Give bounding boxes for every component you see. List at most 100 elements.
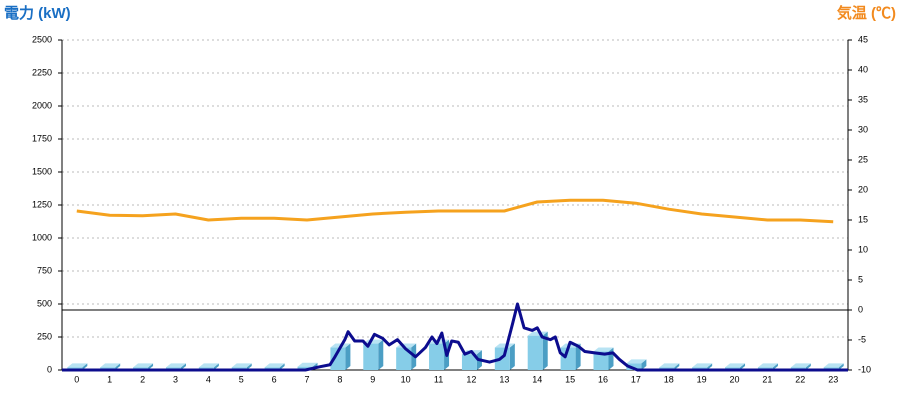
bar-side xyxy=(575,343,581,370)
y-tick-label: 1750 xyxy=(32,133,52,143)
x-tick-label: 10 xyxy=(401,374,411,384)
y2-tick-label: 5 xyxy=(858,274,863,284)
bar-top xyxy=(692,363,713,368)
x-tick-label: 3 xyxy=(173,374,178,384)
y-tick-label: 2250 xyxy=(32,67,52,77)
bar-side xyxy=(740,363,746,370)
bar-side xyxy=(82,363,88,370)
x-tick-label: 7 xyxy=(305,374,310,384)
bar xyxy=(461,354,477,370)
y-tick-label: 0 xyxy=(47,364,52,374)
x-tick-label: 1 xyxy=(107,374,112,384)
y2-tick-label: 30 xyxy=(858,124,868,134)
y2-tick-label: 0 xyxy=(858,304,863,314)
bar-top xyxy=(659,363,680,368)
y2-tick-label: -5 xyxy=(858,334,866,344)
y-tick-label: 1000 xyxy=(32,232,52,242)
bar-side xyxy=(772,363,778,370)
x-tick-label: 20 xyxy=(730,374,740,384)
y-tick-label: 500 xyxy=(37,298,52,308)
bar-top xyxy=(757,363,778,368)
bar xyxy=(560,347,576,370)
y2-tick-label: 35 xyxy=(858,94,868,104)
x-tick-label: 19 xyxy=(697,374,707,384)
y-tick-label: 1250 xyxy=(32,199,52,209)
y2-tick-label: 25 xyxy=(858,154,868,164)
bar xyxy=(429,343,445,370)
x-tick-label: 6 xyxy=(272,374,277,384)
y2-tick-label: -10 xyxy=(858,364,871,374)
bar-side xyxy=(148,363,154,370)
x-tick-label: 9 xyxy=(370,374,375,384)
bar-top xyxy=(165,363,186,368)
x-tick-label: 8 xyxy=(337,374,342,384)
bar-side xyxy=(641,359,647,370)
y-tick-label: 1500 xyxy=(32,166,52,176)
y2-tick-label: 10 xyxy=(858,244,868,254)
bar-top xyxy=(264,363,285,368)
x-tick-label: 4 xyxy=(206,374,211,384)
bar-top xyxy=(823,363,844,368)
y-tick-label: 750 xyxy=(37,265,52,275)
bar-top xyxy=(790,363,811,368)
y2-tick-label: 45 xyxy=(858,34,868,44)
x-tick-label: 22 xyxy=(795,374,805,384)
bar-top xyxy=(494,343,515,348)
bar-top xyxy=(67,363,88,368)
bar-side xyxy=(180,363,186,370)
bar-side xyxy=(345,343,351,370)
bar xyxy=(527,335,543,370)
x-tick-label: 12 xyxy=(466,374,476,384)
line xyxy=(62,302,848,372)
bar-side xyxy=(246,363,252,370)
y2-tick-label: 40 xyxy=(858,64,868,74)
bar-top xyxy=(297,362,318,367)
x-tick-label: 14 xyxy=(532,374,542,384)
bar-side xyxy=(838,363,844,370)
bar-side xyxy=(213,363,219,370)
x-tick-label: 23 xyxy=(828,374,838,384)
bar-top xyxy=(133,363,154,368)
y-tick-label: 2000 xyxy=(32,100,52,110)
bar xyxy=(330,347,346,370)
bar-side xyxy=(279,363,285,370)
x-tick-label: 21 xyxy=(762,374,772,384)
y-tick-label: 2500 xyxy=(32,34,52,44)
bar xyxy=(297,366,313,370)
x-tick-label: 0 xyxy=(74,374,79,384)
y-tick-label: 250 xyxy=(37,331,52,341)
bar-top xyxy=(725,363,746,368)
y2-tick-label: 20 xyxy=(858,184,868,194)
bar-top xyxy=(231,363,252,368)
bar xyxy=(396,347,412,370)
y2-axis-title: 気温 (℃) xyxy=(837,4,896,22)
x-tick-label: 2 xyxy=(140,374,145,384)
bar-side xyxy=(115,363,121,370)
x-tick-label: 15 xyxy=(565,374,575,384)
x-tick-label: 16 xyxy=(598,374,608,384)
bar-side xyxy=(542,331,548,370)
bar-side xyxy=(378,339,384,370)
x-tick-label: 5 xyxy=(239,374,244,384)
x-tick-label: 18 xyxy=(664,374,674,384)
x-tick-label: 17 xyxy=(631,374,641,384)
x-tick-label: 11 xyxy=(434,374,443,384)
bar xyxy=(626,363,642,370)
bar xyxy=(363,343,379,370)
y-axis-title: 電力 (kW) xyxy=(4,4,71,22)
bar-top xyxy=(527,331,548,336)
bar-side xyxy=(509,343,515,370)
bar-top xyxy=(626,359,647,364)
line xyxy=(76,198,834,224)
bar-top xyxy=(100,363,121,368)
bar-top xyxy=(593,347,614,352)
bar-side xyxy=(805,363,811,370)
bar-side xyxy=(707,363,713,370)
bar-top xyxy=(198,363,219,368)
bar-side xyxy=(674,363,680,370)
y2-tick-label: 15 xyxy=(858,214,868,224)
bar xyxy=(593,351,609,370)
x-tick-label: 13 xyxy=(499,374,509,384)
